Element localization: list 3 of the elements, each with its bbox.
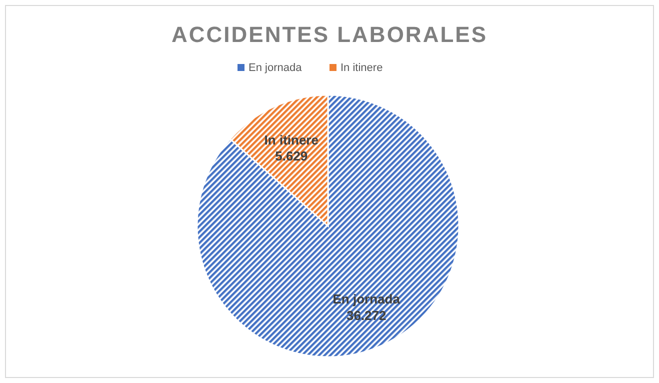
legend-label: En jornada <box>248 62 303 74</box>
chart-title: ACCIDENTES LABORALES <box>171 22 488 47</box>
legend-label: In itinere <box>340 62 383 74</box>
